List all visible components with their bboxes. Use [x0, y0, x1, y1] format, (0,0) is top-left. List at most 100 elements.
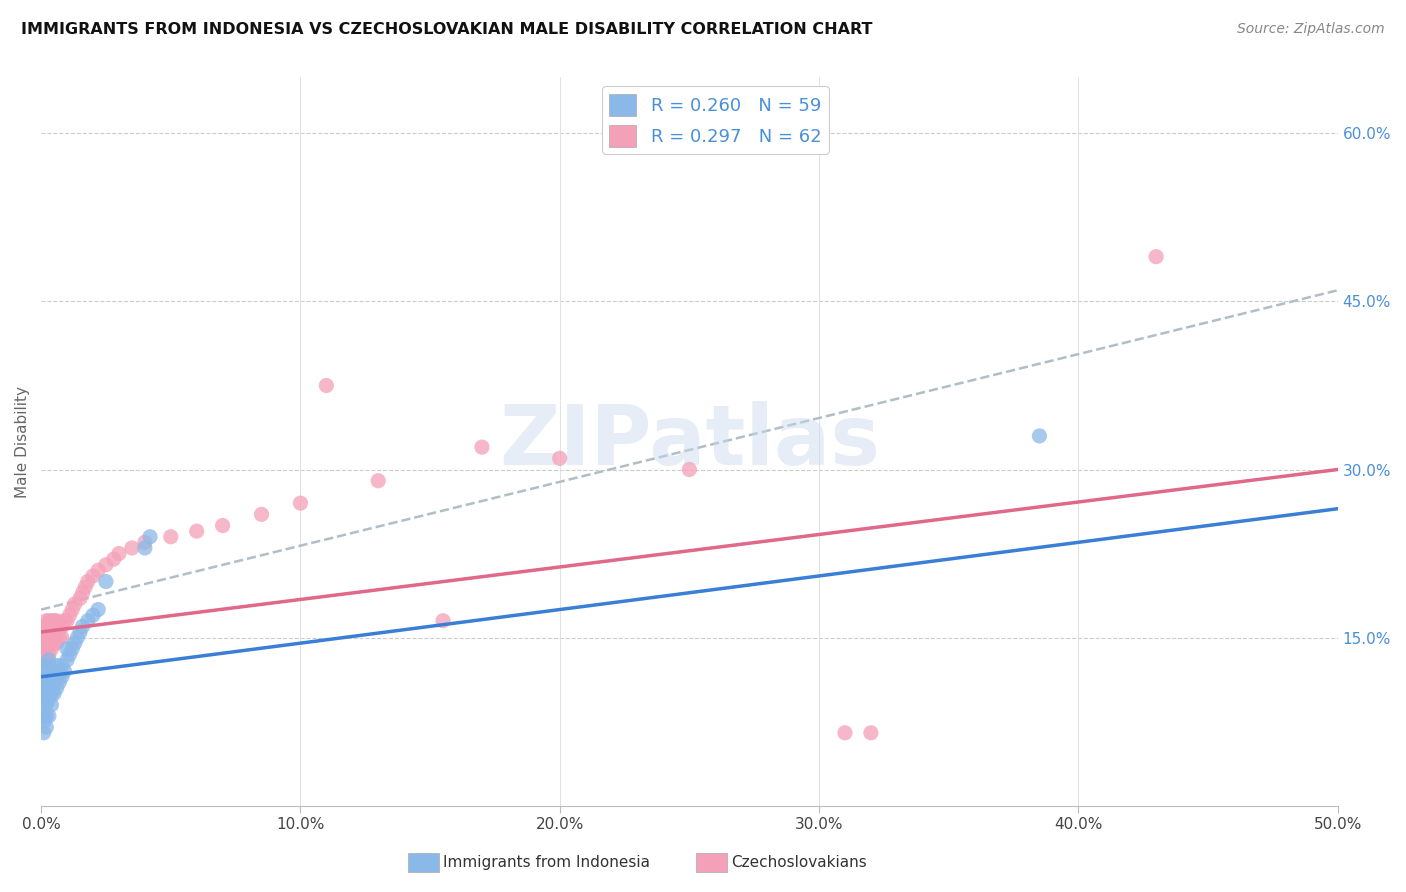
Point — [35, 636, 58, 650]
Point — [432, 614, 454, 628]
Point — [859, 726, 882, 740]
Point — [60, 641, 83, 656]
Point — [38, 614, 60, 628]
Point — [103, 552, 125, 566]
Point — [51, 631, 73, 645]
Point — [51, 658, 73, 673]
Point — [32, 619, 55, 633]
Point — [35, 670, 58, 684]
Point — [42, 670, 65, 684]
Point — [48, 619, 70, 633]
Point — [35, 664, 58, 678]
Text: IMMIGRANTS FROM INDONESIA VS CZECHOSLOVAKIAN MALE DISABILITY CORRELATION CHART: IMMIGRANTS FROM INDONESIA VS CZECHOSLOVA… — [21, 22, 873, 37]
Point — [69, 624, 91, 639]
Point — [66, 631, 89, 645]
Point — [38, 653, 60, 667]
Point — [38, 664, 60, 678]
Point — [41, 698, 63, 712]
Point — [69, 591, 91, 606]
Point — [211, 518, 233, 533]
Point — [41, 624, 63, 639]
Point — [76, 614, 98, 628]
Point — [367, 474, 389, 488]
Point — [1144, 250, 1167, 264]
Point — [32, 703, 55, 717]
Point — [45, 681, 67, 695]
Point — [38, 709, 60, 723]
Point — [32, 692, 55, 706]
Point — [32, 636, 55, 650]
Point — [32, 714, 55, 729]
Point — [186, 524, 208, 538]
Point — [38, 692, 60, 706]
Point — [32, 675, 55, 690]
Point — [35, 658, 58, 673]
Point — [59, 648, 82, 662]
Point — [35, 698, 58, 712]
Point — [1028, 429, 1050, 443]
Point — [38, 624, 60, 639]
Point — [51, 670, 73, 684]
Point — [59, 608, 82, 623]
Text: ZIPatlas: ZIPatlas — [499, 401, 880, 482]
Point — [35, 687, 58, 701]
Point — [87, 602, 110, 616]
Point — [159, 530, 181, 544]
Point — [471, 440, 494, 454]
Point — [51, 619, 73, 633]
Point — [32, 658, 55, 673]
Point — [41, 670, 63, 684]
Point — [35, 624, 58, 639]
Point — [290, 496, 312, 510]
Point — [134, 541, 156, 555]
Point — [32, 653, 55, 667]
Point — [63, 636, 86, 650]
Point — [38, 681, 60, 695]
Point — [678, 462, 700, 476]
Point — [32, 664, 55, 678]
Point — [82, 569, 104, 583]
Point — [42, 636, 65, 650]
Point — [32, 658, 55, 673]
Point — [45, 614, 67, 628]
Point — [48, 664, 70, 678]
Point — [42, 675, 65, 690]
Point — [548, 451, 571, 466]
Point — [42, 687, 65, 701]
Point — [38, 670, 60, 684]
Point — [42, 614, 65, 628]
Point — [94, 558, 117, 572]
Point — [56, 614, 79, 628]
Point — [108, 547, 131, 561]
Point — [35, 614, 58, 628]
Point — [38, 636, 60, 650]
Point — [32, 681, 55, 695]
Point — [41, 614, 63, 628]
Point — [41, 631, 63, 645]
Point — [82, 608, 104, 623]
Point — [45, 670, 67, 684]
Point — [41, 664, 63, 678]
Point — [60, 602, 83, 616]
Point — [32, 631, 55, 645]
Point — [63, 597, 86, 611]
Point — [42, 624, 65, 639]
Point — [834, 726, 856, 740]
Point — [48, 631, 70, 645]
Point — [315, 378, 337, 392]
Point — [35, 692, 58, 706]
Legend: R = 0.260   N = 59, R = 0.297   N = 62: R = 0.260 N = 59, R = 0.297 N = 62 — [602, 87, 828, 154]
Point — [41, 641, 63, 656]
Point — [35, 675, 58, 690]
Point — [48, 675, 70, 690]
Point — [38, 648, 60, 662]
Point — [72, 619, 94, 633]
Point — [35, 709, 58, 723]
Point — [32, 726, 55, 740]
Point — [32, 687, 55, 701]
Point — [53, 664, 76, 678]
Point — [75, 580, 97, 594]
Point — [35, 653, 58, 667]
Point — [38, 687, 60, 701]
Point — [41, 681, 63, 695]
